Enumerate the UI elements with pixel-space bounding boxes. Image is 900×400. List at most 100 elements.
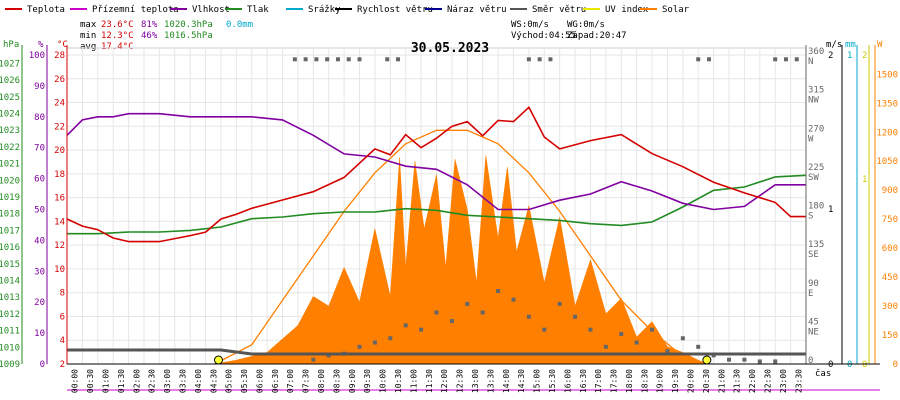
hpa-tick-label: 1025 (0, 93, 20, 103)
hpa-tick-label: 1010 (0, 343, 20, 353)
direction-degree-label: 360 (808, 47, 824, 57)
solar-series (214, 155, 708, 365)
time-tick-label: 15:00 (533, 369, 542, 393)
mm-tick-label: 0 (847, 360, 852, 370)
uv-tick-label: 1 (862, 175, 867, 185)
wind-direction-point (650, 327, 655, 332)
legend-label: Rychlost větru (357, 5, 433, 15)
pressure-series (67, 174, 807, 235)
time-tick-label: 01:00 (102, 369, 111, 393)
stats-block: max 23.6°C 81% 1020.3hPa 0.0mm min 12.3°… (80, 20, 253, 52)
w-tick-label: 450 (882, 273, 898, 283)
time-tick-label: 11:30 (425, 369, 434, 393)
time-tick-label: 22:00 (748, 369, 757, 393)
time-tick-label: 09:30 (363, 369, 372, 393)
wind-direction-point (335, 57, 340, 62)
wind-speed-series (67, 348, 806, 356)
time-tick-label: 13:30 (486, 369, 495, 393)
temp-tick-label: 4 (60, 336, 65, 346)
direction-compass-label: N (808, 57, 813, 67)
stats-max-rain: 0.0mm (226, 20, 253, 30)
w-tick-label: 750 (882, 215, 898, 225)
legend-label: Solar (662, 5, 690, 15)
hpa-tick-label: 1015 (0, 260, 20, 270)
time-tick-label: 05:30 (240, 369, 249, 393)
hpa-tick-label: 1023 (0, 126, 20, 136)
stats-max-label: max (80, 20, 97, 30)
stats-min-press: 1016.5hPa (164, 31, 213, 41)
wind-speed-info: WS:0m/s (511, 20, 549, 30)
sunset-info: Západ:20:47 (567, 31, 627, 41)
wind-gust-info: WG:0m/s (567, 20, 605, 30)
legend: Teplota Přízemní teplota Vlhkost Tlak Srážky… (5, 5, 690, 15)
w-unit: W (877, 40, 883, 50)
wind-direction-point (707, 57, 712, 62)
time-tick-label: 06:00 (255, 369, 264, 393)
time-tick-label: 17:30 (610, 369, 619, 393)
time-tick-label: 20:00 (687, 369, 696, 393)
wind-direction-point (665, 349, 670, 354)
temp-tick-label: 2 (60, 360, 65, 370)
wind-direction-point (292, 57, 297, 62)
wind-direction-point (480, 310, 485, 315)
wind-direction-point (311, 357, 316, 362)
time-unit: čas (815, 368, 831, 379)
wind-direction-point (419, 327, 424, 332)
time-tick-label: 16:30 (579, 369, 588, 393)
direction-degree-label: 315 (808, 86, 824, 96)
legend-label: Vlhkost (192, 5, 230, 15)
time-tick-label: 23:30 (794, 369, 803, 393)
wind-direction-point (542, 327, 547, 332)
stats-min-label: min (80, 31, 96, 41)
wind-direction-point (619, 331, 624, 336)
wind-direction-point (403, 323, 408, 328)
time-tick-label: 14:00 (502, 369, 511, 393)
wind-direction-point (773, 57, 778, 62)
wind-direction-point (385, 57, 390, 62)
direction-degree-label: 0 (808, 356, 813, 366)
direction-compass-label: W (808, 134, 814, 144)
wind-direction-point (325, 57, 330, 62)
time-tick-label: 16:00 (563, 369, 572, 393)
direction-degree-label: 135 (808, 240, 824, 250)
wind-direction-point (526, 314, 531, 319)
time-tick-label: 14:30 (517, 369, 526, 393)
temp-tick-label: 24 (54, 99, 65, 109)
series-layer (66, 57, 807, 365)
time-tick-label: 12:30 (456, 369, 465, 393)
wind-direction-point (773, 359, 778, 364)
pct-tick-label: 80 (34, 113, 45, 123)
time-tick-label: 18:00 (625, 369, 634, 393)
wind-direction-point (526, 57, 531, 62)
pct-tick-label: 10 (34, 329, 45, 339)
pct-tick-label: 30 (34, 267, 45, 277)
temp-tick-label: 12 (54, 241, 65, 251)
direction-degree-label: 180 (808, 202, 824, 212)
stats-avg-label: avg (80, 42, 96, 52)
hpa-tick-label: 1019 (0, 193, 20, 203)
hpa-tick-label: 1016 (0, 243, 20, 253)
ms-unit: m/s (826, 40, 842, 50)
time-tick-label: 09:00 (348, 369, 357, 393)
hpa-tick-label: 1012 (0, 310, 20, 320)
w-tick-label: 1050 (876, 157, 898, 167)
ms-tick-label: 1 (828, 205, 833, 215)
stats-min-temp: 12.3°C (101, 31, 134, 41)
wind-info-block: WS:0m/s WG:0m/s Východ:04:55 Západ:20:47 (511, 20, 627, 41)
wind-direction-point (557, 301, 562, 306)
time-tick-label: 03:00 (163, 369, 172, 393)
humidity-series (66, 112, 806, 211)
time-tick-label: 22:30 (764, 369, 773, 393)
wind-direction-point (434, 310, 439, 315)
time-tick-label: 10:00 (379, 369, 388, 393)
time-tick-label: 10:30 (394, 369, 403, 393)
direction-degree-label: 225 (808, 163, 824, 173)
wind-direction-point (794, 57, 799, 62)
pct-tick-label: 60 (34, 175, 45, 185)
temp-unit: °C (57, 40, 68, 50)
time-tick-label: 00:00 (71, 369, 80, 393)
w-tick-label: 600 (882, 244, 898, 254)
chart-title-date: 30.05.2023 (411, 41, 489, 56)
time-tick-label: 19:00 (656, 369, 665, 393)
direction-compass-label: E (808, 289, 813, 299)
